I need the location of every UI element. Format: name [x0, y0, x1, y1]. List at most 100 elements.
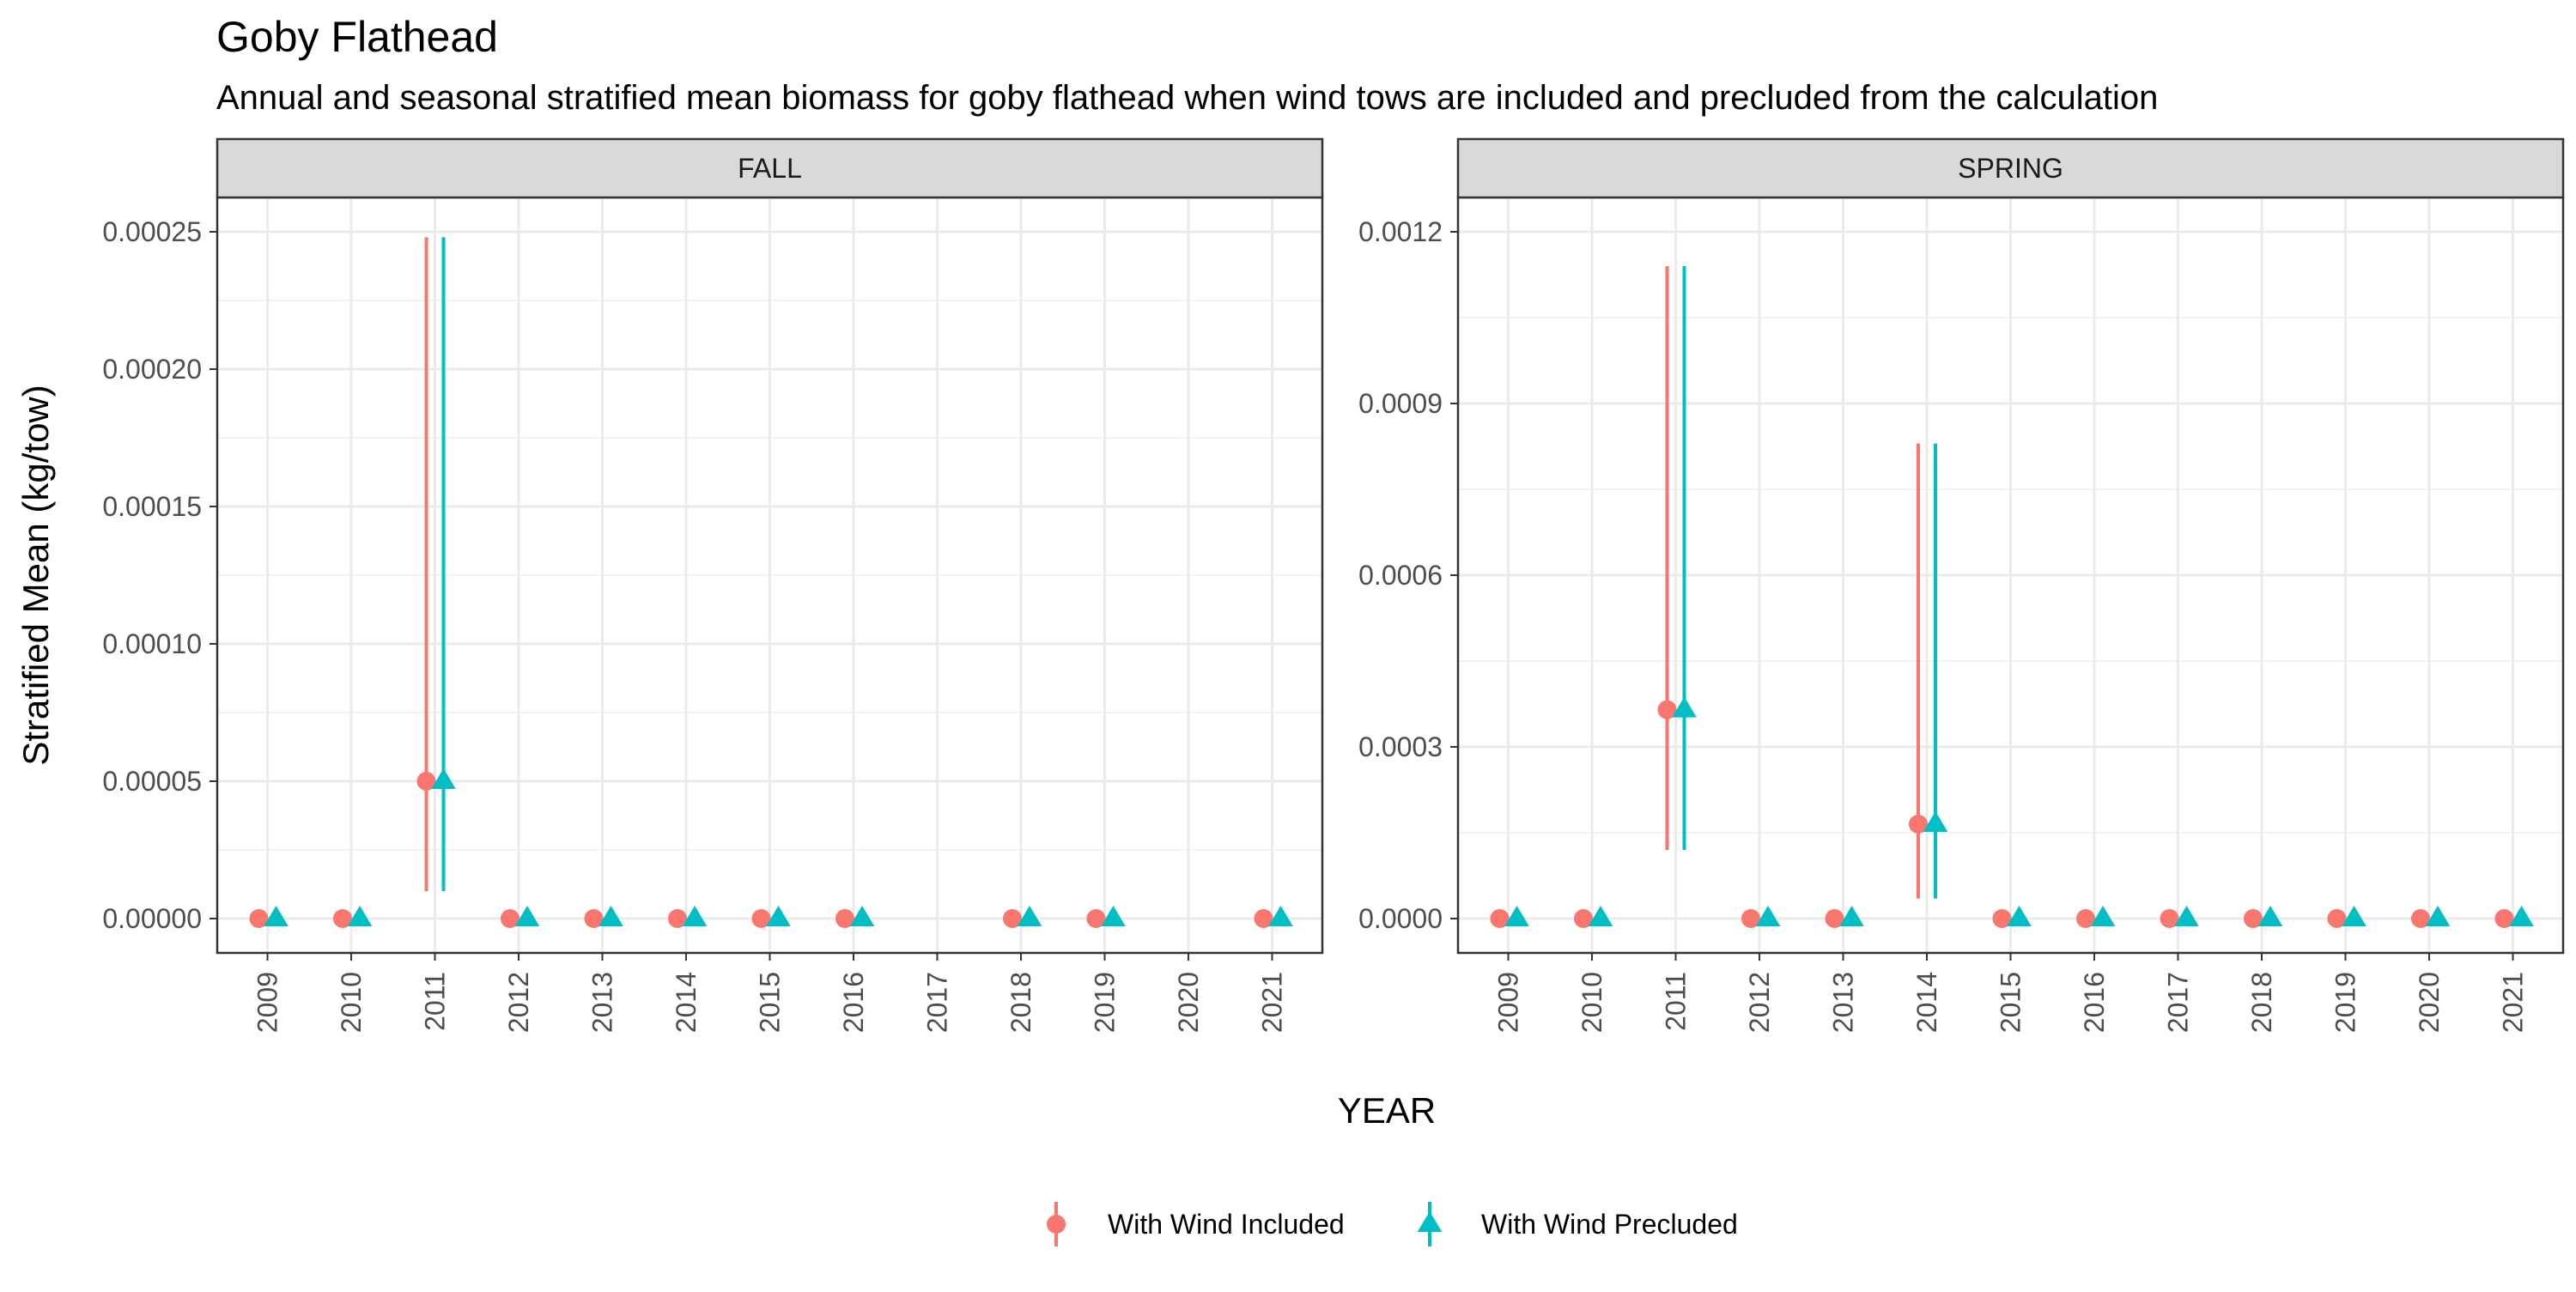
point-wind-precluded [2342, 906, 2366, 926]
point-wind-precluded [1839, 906, 1864, 926]
y-tick-label: 0.0000 [1358, 903, 1443, 934]
point-wind-precluded [1504, 906, 1529, 926]
legend-key-circle [1047, 1215, 1066, 1234]
point-wind-included [584, 909, 604, 928]
chart-title: Goby Flathead [216, 13, 498, 61]
facet-strip-label: FALL [738, 153, 802, 184]
point-wind-included [2327, 909, 2347, 928]
facet-strip-label: SPRING [1958, 153, 2063, 184]
y-tick-label: 0.0009 [1358, 388, 1443, 419]
point-wind-included [1003, 909, 1022, 928]
point-wind-included [668, 909, 687, 928]
point-wind-precluded [598, 906, 623, 926]
point-wind-included [1490, 909, 1510, 928]
x-tick-label: 2021 [1257, 972, 1288, 1033]
point-wind-precluded [2174, 906, 2199, 926]
x-tick-label: 2012 [1744, 972, 1775, 1033]
point-wind-included [2076, 909, 2095, 928]
point-wind-included [1574, 909, 1593, 928]
y-axis-label: Stratified Mean (kg/tow) [15, 385, 56, 766]
y-tick-label: 0.00000 [102, 903, 202, 934]
legend-label-included: With Wind Included [1108, 1209, 1345, 1240]
x-tick-label: 2009 [252, 972, 283, 1033]
y-tick-label: 0.00020 [102, 354, 202, 385]
point-wind-included [501, 909, 519, 928]
point-wind-precluded [1923, 811, 1948, 832]
point-wind-precluded [264, 906, 289, 926]
legend-key-triangle [1417, 1211, 1443, 1232]
point-wind-precluded [1101, 906, 1126, 926]
y-tick-label: 0.00015 [102, 491, 202, 522]
x-tick-label: 2014 [671, 972, 702, 1033]
point-wind-precluded [1672, 696, 1697, 718]
x-tick-label: 2011 [420, 972, 451, 1031]
x-tick-label: 2014 [1911, 972, 1942, 1033]
point-wind-included [416, 772, 436, 791]
x-tick-label: 2019 [1090, 972, 1121, 1033]
facet-strip [216, 137, 1324, 199]
point-wind-included [1657, 700, 1677, 719]
x-tick-label: 2013 [587, 972, 618, 1033]
point-wind-included [1825, 909, 1844, 928]
x-tick-label: 2019 [2330, 972, 2361, 1033]
x-tick-label: 2011 [1661, 972, 1692, 1031]
point-wind-precluded [514, 906, 540, 926]
x-tick-label: 2016 [2079, 972, 2110, 1033]
legend-label-precluded: With Wind Precluded [1481, 1209, 1738, 1240]
point-wind-precluded [431, 768, 456, 789]
point-wind-precluded [347, 906, 373, 926]
x-tick-label: 2012 [503, 972, 534, 1033]
point-wind-precluded [849, 906, 875, 926]
point-wind-precluded [2425, 906, 2451, 926]
point-wind-included [2494, 909, 2514, 928]
point-wind-included [1254, 909, 1273, 928]
x-tick-label: 2021 [2498, 972, 2529, 1033]
point-wind-included [751, 909, 771, 928]
point-wind-precluded [1755, 906, 1781, 926]
facet-strip [1456, 137, 2565, 199]
point-wind-precluded [2007, 906, 2032, 926]
x-tick-label: 2020 [2414, 972, 2445, 1033]
y-tick-label: 0.0003 [1358, 731, 1443, 762]
point-wind-precluded [2509, 906, 2534, 926]
point-wind-precluded [2090, 906, 2116, 926]
point-wind-included [1909, 815, 1928, 834]
x-tick-label: 2010 [1577, 972, 1607, 1033]
x-tick-label: 2013 [1828, 972, 1859, 1033]
panels-layer: 0.00000 0.00005 0.00010 0.00015 0.00020 0.000… [102, 137, 2565, 1033]
chart-subtitle: Annual and seasonal stratified mean biom… [216, 79, 2158, 117]
point-wind-precluded [1017, 906, 1042, 926]
y-tick-label: 0.0012 [1358, 216, 1443, 247]
y-tick-label: 0.00025 [102, 216, 202, 247]
point-wind-precluded [682, 906, 708, 926]
y-tick-label: 0.0006 [1358, 560, 1443, 591]
point-wind-precluded [1588, 906, 1613, 926]
point-wind-included [249, 909, 269, 928]
point-wind-included [2160, 909, 2179, 928]
x-tick-label: 2018 [2246, 972, 2277, 1033]
point-wind-included [1086, 909, 1106, 928]
y-tick-label: 0.00005 [102, 766, 202, 797]
legend: With Wind Included With Wind Precluded [1047, 1202, 1738, 1247]
point-wind-included [835, 909, 854, 928]
point-wind-included [333, 909, 352, 928]
x-tick-label: 2017 [922, 972, 953, 1033]
x-tick-label: 2009 [1493, 972, 1524, 1033]
panel-fall: 0.00000 0.00005 0.00010 0.00015 0.00020 0.000… [102, 137, 1324, 1033]
x-tick-label: 2016 [838, 972, 869, 1033]
point-wind-included [1992, 909, 2012, 928]
point-wind-included [2411, 909, 2430, 928]
x-tick-label: 2018 [1005, 972, 1036, 1033]
point-wind-precluded [766, 906, 791, 926]
point-wind-precluded [1268, 906, 1293, 926]
x-tick-label: 2015 [1996, 972, 2026, 1033]
x-tick-label: 2020 [1173, 972, 1204, 1033]
panel-spring: 0.0000 0.0003 0.0006 0.0009 0.0012 2009 2010 20… [1358, 137, 2565, 1033]
y-tick-label: 0.00010 [102, 628, 202, 659]
x-axis-label: YEAR [1338, 1090, 1436, 1131]
x-tick-label: 2015 [755, 972, 786, 1033]
point-wind-included [1741, 909, 1760, 928]
x-tick-label: 2017 [2163, 972, 2194, 1033]
